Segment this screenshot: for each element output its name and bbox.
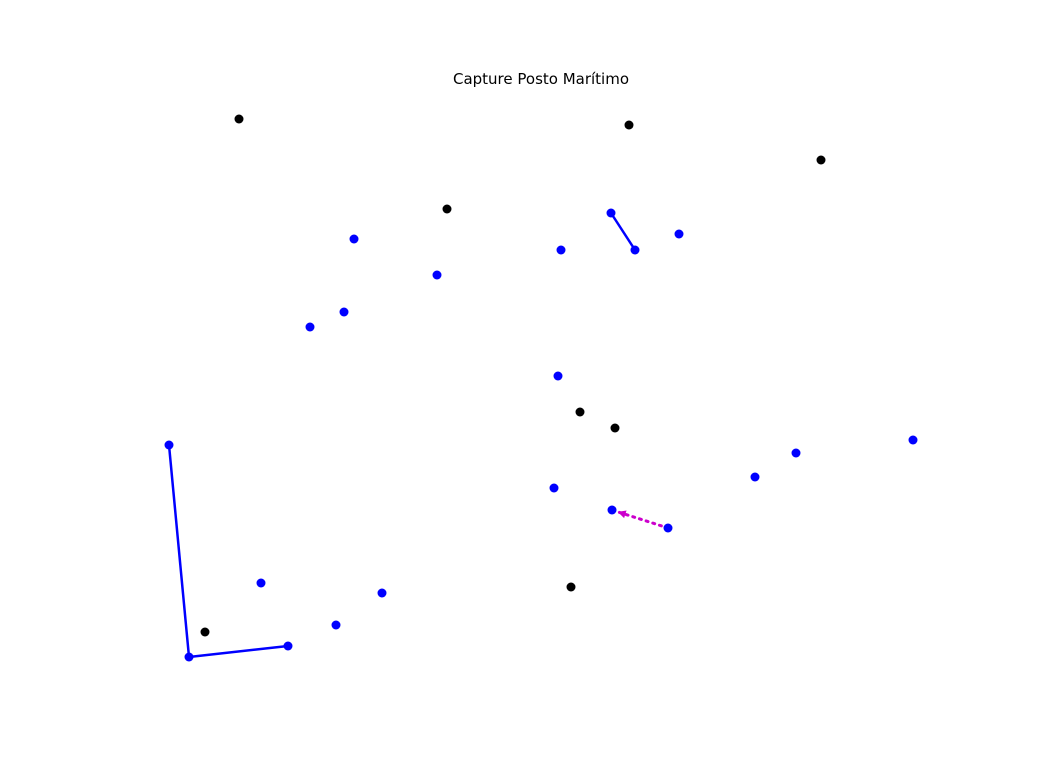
edge-b21-b20: [188, 644, 289, 659]
blue-point-b8: [305, 322, 315, 332]
blue-point-b4: [556, 245, 566, 255]
blue-point-b2: [674, 229, 684, 239]
edge-layer: [167, 212, 637, 659]
point-layer: [164, 114, 918, 662]
black-point-k8: [200, 627, 210, 637]
black-point-k3: [816, 155, 826, 165]
blue-point-b11: [164, 440, 174, 450]
blue-point-b17: [256, 578, 266, 588]
blue-point-b20: [283, 641, 293, 651]
blue-point-b18: [377, 588, 387, 598]
capture-arrowhead: [617, 510, 627, 519]
blue-point-b3: [349, 234, 359, 244]
blue-point-b16: [663, 523, 673, 533]
blue-point-b10: [908, 435, 918, 445]
edge-b1-b5: [609, 212, 637, 251]
black-point-k6: [610, 423, 620, 433]
blue-point-b7: [339, 307, 349, 317]
blue-point-b9: [553, 371, 563, 381]
blue-point-b1: [606, 208, 616, 218]
blue-point-b14: [549, 483, 559, 493]
diagram-title: Capture Posto Marítimo: [453, 70, 629, 88]
black-point-k2: [624, 120, 634, 130]
black-point-k5: [575, 407, 585, 417]
black-point-k7: [566, 582, 576, 592]
blue-point-b12: [791, 448, 801, 458]
blue-point-b21: [184, 652, 194, 662]
black-point-k1: [234, 114, 244, 124]
blue-point-b13: [750, 472, 760, 482]
blue-point-b6: [432, 270, 442, 280]
edge-b11-b21: [167, 444, 191, 658]
blue-point-b15: [607, 505, 617, 515]
capture-layer: [610, 508, 670, 530]
blue-point-b19: [331, 620, 341, 630]
blue-point-b5: [630, 245, 640, 255]
black-point-k4: [442, 204, 452, 214]
